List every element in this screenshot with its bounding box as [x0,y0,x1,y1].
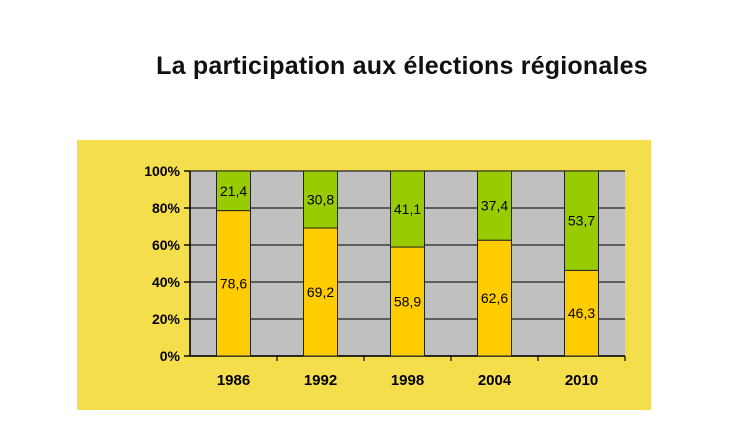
y-tick-label: 40% [152,274,181,290]
data-label-abstention: 53,7 [568,213,595,229]
y-tick-label: 20% [152,311,181,327]
data-label-participation: 69,2 [307,284,334,300]
bar-abstention [216,170,251,212]
data-label-abstention: 37,4 [481,198,508,214]
data-label-participation: 58,9 [394,294,421,310]
data-label-abstention: 21,4 [220,183,247,199]
data-label-abstention: 30,8 [307,191,334,207]
y-tick-label: 80% [152,200,181,216]
bar-participation [477,239,512,357]
stacked-bar-chart: 0% 20% 40% 60% 80% 100% 78,6 21,4 1986 69,2 30,8 19… [77,140,651,410]
x-tick-label: 2010 [565,372,598,389]
bar-abstention [390,170,425,248]
x-tick-label: 1998 [391,372,424,389]
x-tick-label: 1992 [304,372,337,389]
y-tick-label: 0% [160,348,181,364]
bar-abstention [303,170,338,229]
bar-participation [390,246,425,357]
bar-abstention [477,170,512,241]
data-label-participation: 46,3 [568,305,595,321]
chart-panel: 0% 20% 40% 60% 80% 100% 78,6 21,4 1986 69,2 30,8 19… [77,140,651,410]
data-label-participation: 78,6 [220,275,247,291]
bar-abstention [564,170,599,271]
x-tick-label: 1986 [217,372,250,389]
data-label-participation: 62,6 [481,290,508,306]
bar-participation [564,269,599,357]
x-tick-label: 2004 [478,372,512,389]
data-label-abstention: 41,1 [394,201,421,217]
y-tick-label: 100% [144,163,180,179]
bar-participation [216,210,251,357]
y-tick-label: 60% [152,237,181,253]
chart-title: La participation aux élections régionale… [156,52,648,80]
